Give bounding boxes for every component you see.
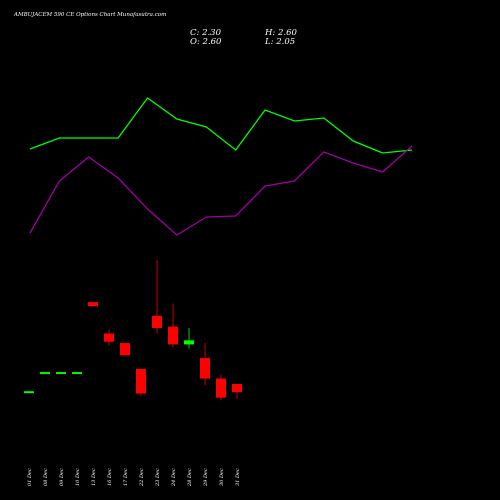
x-tick-label: 09 Dec (59, 468, 65, 486)
candle-body (72, 372, 82, 375)
x-tick-label: 28 Dec (187, 468, 193, 487)
chart-title: AMBUJACEM 590 CE Options Chart Munafasut… (13, 12, 166, 18)
high-label: H: 2.60 (264, 28, 297, 38)
x-tick-label: 17 Dec (123, 468, 129, 486)
candle-body (136, 369, 146, 394)
candle-body (216, 378, 226, 398)
line (29, 97, 413, 154)
candle-body (56, 372, 66, 375)
x-tick-label: 13 Dec (91, 468, 97, 486)
candle-body (232, 384, 242, 393)
candle-body (184, 340, 194, 345)
x-tick-label: 22 Dec (139, 468, 145, 487)
candle-body (104, 333, 114, 342)
candle-body (152, 315, 162, 329)
x-tick-label: 23 Dec (155, 468, 161, 487)
line (29, 145, 413, 236)
candle-body (88, 302, 98, 307)
open-label: O: 2.60 (190, 37, 222, 47)
x-tick-label: 31 Dec (235, 468, 241, 486)
x-tick-label: 24 Dec (171, 468, 177, 487)
candle-body (24, 391, 34, 394)
candle-body (168, 326, 178, 345)
x-tick-label: 16 Dec (107, 468, 113, 486)
candle-body (120, 343, 130, 356)
x-tick-label: 01 Dec (27, 468, 33, 486)
x-tick-label: 29 Dec (203, 468, 209, 487)
candle-body (200, 358, 210, 379)
low-label: L: 2.05 (264, 37, 295, 47)
close-label: C: 2.30 (190, 28, 222, 38)
candle-body (40, 372, 50, 375)
x-tick-label: 30 Dec (219, 468, 225, 486)
x-tick-label: 10 Dec (75, 468, 81, 486)
x-tick-label: 08 Dec (43, 468, 49, 486)
